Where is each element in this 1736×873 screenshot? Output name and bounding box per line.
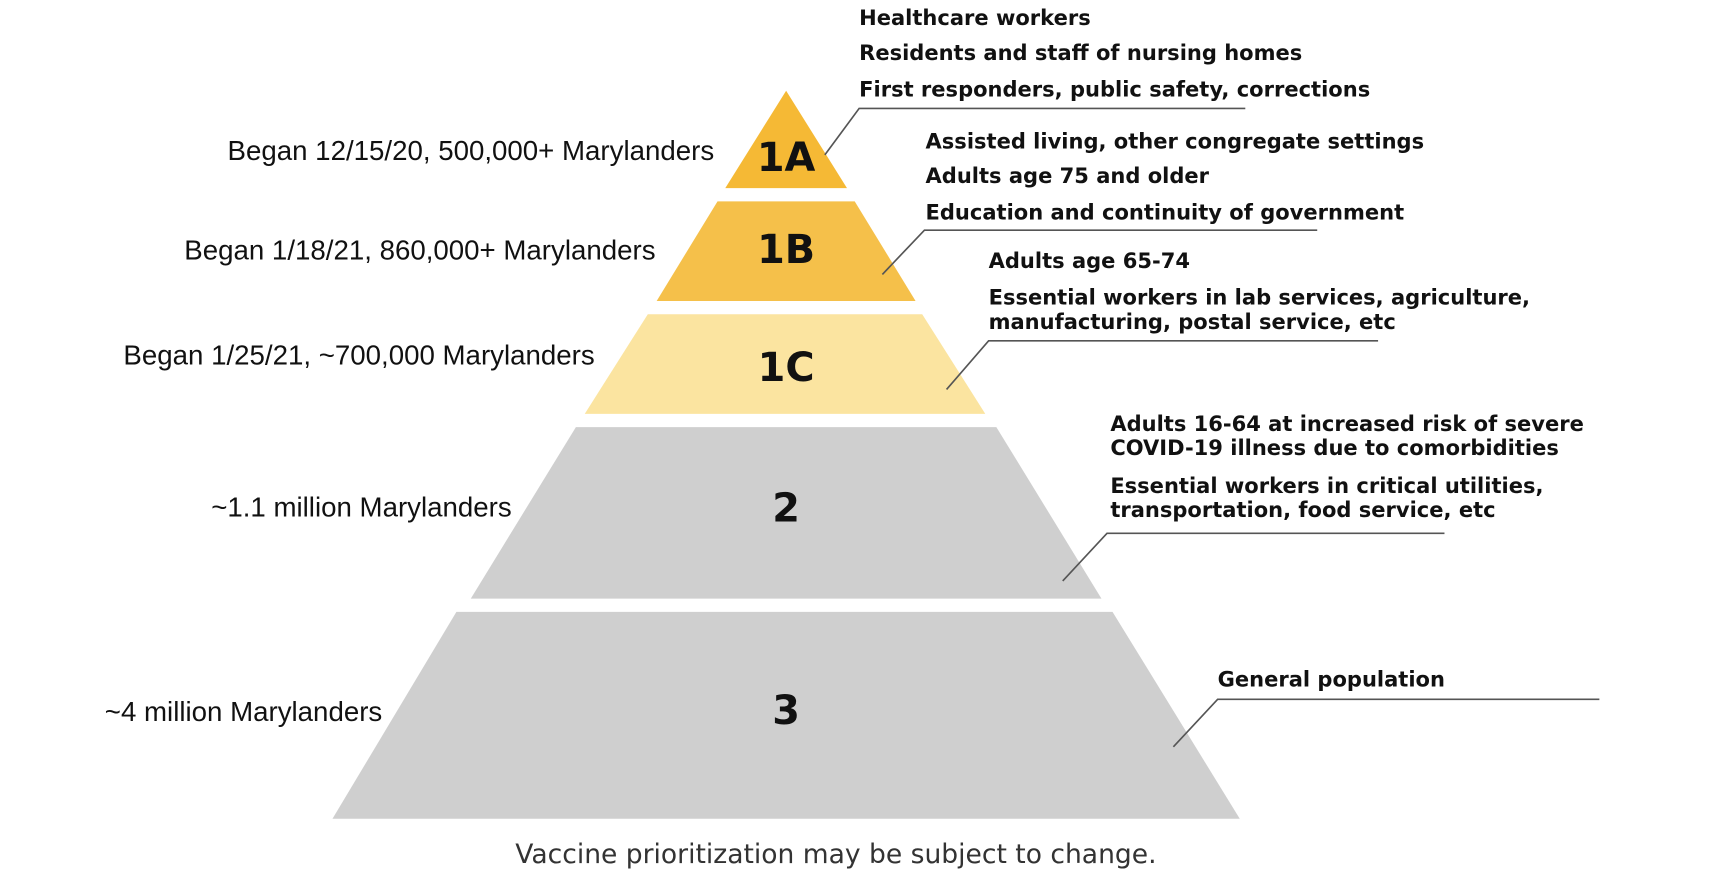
- tier-population: Began 1/18/21, 860,000+ Marylanders: [184, 235, 655, 266]
- tier-group: Essential workers in critical utilities,: [1110, 473, 1543, 498]
- footer: Vaccine prioritization may be subject to…: [515, 839, 1156, 870]
- tier-label: 1C: [758, 345, 815, 391]
- leader-line: [1172, 698, 1600, 748]
- tier-group: Residents and staff of nursing homes: [859, 40, 1302, 65]
- tier-label: 2: [772, 486, 800, 532]
- tier-shape: [332, 611, 1240, 819]
- tier-population: Began 12/15/20, 500,000+ Marylanders: [228, 135, 715, 166]
- tier-group: Assisted living, other congregate settin…: [926, 129, 1425, 154]
- tier-label: 1A: [757, 135, 816, 181]
- tier-label: 1B: [757, 227, 815, 273]
- tier-shape: [725, 90, 847, 189]
- tier-population: ~1.1 million Marylanders: [211, 491, 512, 522]
- tier-group: transportation, food service, etc: [1110, 497, 1495, 522]
- tier-group: Education and continuity of government: [926, 200, 1405, 225]
- tier-group: Adults age 65-74: [989, 248, 1190, 273]
- tier-group: General population: [1218, 666, 1445, 691]
- tier-group: manufacturing, postal service, etc: [989, 309, 1396, 334]
- tier-group: Healthcare workers: [859, 5, 1091, 30]
- tier-shape: [470, 427, 1102, 599]
- tier-group: Adults age 75 and older: [926, 163, 1210, 188]
- leader-line: [945, 339, 1379, 391]
- leader-line: [1062, 532, 1445, 582]
- tier-population: Began 1/25/21, ~700,000 Marylanders: [123, 340, 594, 371]
- leader-line: [824, 107, 1246, 156]
- tier-group: Adults 16-64 at increased risk of severe: [1110, 411, 1584, 436]
- tier-population: ~4 million Marylanders: [105, 696, 382, 727]
- tier-group: First responders, public safety, correct…: [859, 77, 1370, 102]
- tier-shape: [656, 201, 916, 301]
- tier-shape: [584, 314, 986, 414]
- tier-group: COVID-19 illness due to comorbidities: [1110, 435, 1559, 460]
- tier-label: 3: [772, 688, 800, 734]
- leader-line: [881, 229, 1318, 275]
- tier-group: Essential workers in lab services, agric…: [989, 285, 1530, 310]
